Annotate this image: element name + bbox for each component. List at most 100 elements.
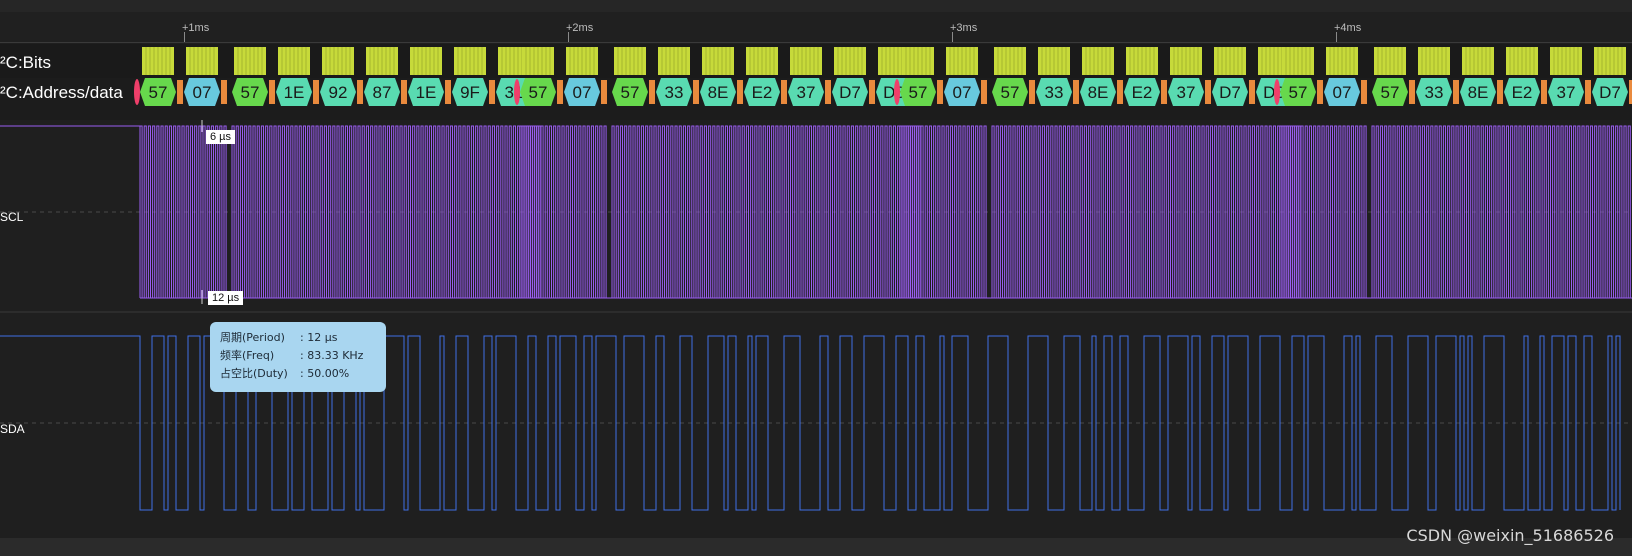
ruler-tick bbox=[1336, 32, 1337, 42]
i2c-annotation-rows[interactable]: 57 07 57 1E 92 87 1E 9F 31 57 07 57 33 8E E2 37 D7 D3 57 07… bbox=[0, 44, 1632, 120]
byte-value: D7 bbox=[839, 83, 861, 102]
byte-value: 07 bbox=[193, 83, 212, 102]
byte-segment bbox=[900, 78, 936, 106]
ack-marker bbox=[1541, 80, 1547, 104]
byte-value: 92 bbox=[329, 83, 348, 102]
byte-value: 8E bbox=[1088, 83, 1109, 102]
tooltip-period-row: 周期(Period) : 12 µs bbox=[220, 330, 337, 346]
ack-marker bbox=[1497, 80, 1503, 104]
ack-marker bbox=[1453, 80, 1459, 104]
ack-marker bbox=[401, 80, 407, 104]
byte-segment bbox=[1548, 78, 1584, 106]
byte-value: 37 bbox=[1177, 83, 1196, 102]
byte-segment bbox=[408, 78, 444, 106]
byte-value: 37 bbox=[1557, 83, 1576, 102]
byte-segment bbox=[656, 78, 692, 106]
time-ruler[interactable]: +1ms +2ms +3ms +4ms bbox=[0, 12, 1632, 43]
byte-segment bbox=[1124, 78, 1160, 106]
tooltip-freq-row: 频率(Freq) : 83.33 KHz bbox=[220, 348, 363, 364]
byte-value: 1E bbox=[284, 83, 305, 102]
top-toolbar-strip bbox=[0, 0, 1632, 12]
ack-marker bbox=[313, 80, 319, 104]
ack-marker bbox=[737, 80, 743, 104]
byte-segment bbox=[832, 78, 868, 106]
byte-segment bbox=[1212, 78, 1248, 106]
ack-marker bbox=[1029, 80, 1035, 104]
ack-marker bbox=[489, 80, 495, 104]
byte-segment bbox=[1080, 78, 1116, 106]
byte-value: E2 bbox=[1132, 83, 1153, 102]
ruler-tick bbox=[184, 32, 185, 42]
ack-marker bbox=[269, 80, 275, 104]
ack-marker bbox=[693, 80, 699, 104]
byte-segment bbox=[788, 78, 824, 106]
byte-segment bbox=[1372, 78, 1408, 106]
byte-value: 33 bbox=[1425, 83, 1444, 102]
ruler-tick bbox=[568, 32, 569, 42]
byte-segment bbox=[276, 78, 312, 106]
byte-segment bbox=[232, 78, 268, 106]
byte-segment bbox=[140, 78, 176, 106]
tooltip-duty-key: 占空比(Duty) bbox=[220, 367, 288, 380]
ack-marker bbox=[1249, 80, 1255, 104]
byte-value: 37 bbox=[797, 83, 816, 102]
byte-segment bbox=[564, 78, 600, 106]
ack-marker bbox=[825, 80, 831, 104]
measurement-tooltip: 周期(Period) : 12 µs 频率(Freq) : 83.33 KHz 占空… bbox=[210, 322, 386, 392]
tooltip-duty-row: 占空比(Duty) : 50.00% bbox=[220, 366, 349, 382]
ack-marker bbox=[1205, 80, 1211, 104]
ack-marker bbox=[1585, 80, 1591, 104]
tooltip-period-value: : 12 µs bbox=[300, 331, 338, 344]
ack-marker bbox=[1317, 80, 1323, 104]
byte-value: 9F bbox=[460, 83, 480, 102]
i2c-bits-row-label[interactable]: ²C:Bits bbox=[0, 53, 51, 72]
byte-value: 57 bbox=[1289, 83, 1308, 102]
byte-segment bbox=[1416, 78, 1452, 106]
half-period-measurement: 6 µs bbox=[206, 130, 236, 144]
ack-marker bbox=[601, 80, 607, 104]
tooltip-freq-value: : 83.33 KHz bbox=[300, 349, 364, 362]
ack-marker bbox=[1161, 80, 1167, 104]
ruler-label-1ms: +1ms bbox=[182, 22, 210, 34]
ruler-label-3ms: +3ms bbox=[950, 22, 978, 34]
ack-marker bbox=[1629, 80, 1632, 104]
byte-value: E2 bbox=[752, 83, 773, 102]
byte-segment bbox=[320, 78, 356, 106]
byte-value: 57 bbox=[529, 83, 548, 102]
byte-segment bbox=[184, 78, 220, 106]
ack-marker bbox=[1361, 80, 1367, 104]
i2c-address-data-row-label[interactable]: ²C:Address/data bbox=[0, 83, 123, 102]
ack-marker bbox=[781, 80, 787, 104]
byte-value: 57 bbox=[241, 83, 260, 102]
byte-segment bbox=[1036, 78, 1072, 106]
bottom-scroll-bar[interactable] bbox=[0, 538, 1632, 556]
start-condition-marker bbox=[134, 79, 140, 105]
byte-value: 87 bbox=[373, 83, 392, 102]
ack-marker bbox=[937, 80, 943, 104]
byte-value: D7 bbox=[1219, 83, 1241, 102]
byte-value: 57 bbox=[621, 83, 640, 102]
sda-channel-label[interactable]: SDA bbox=[0, 422, 25, 436]
byte-value: 07 bbox=[953, 83, 972, 102]
byte-segment bbox=[364, 78, 400, 106]
byte-value: 57 bbox=[1381, 83, 1400, 102]
byte-segment bbox=[1460, 78, 1496, 106]
byte-segment bbox=[520, 78, 556, 106]
tooltip-period-key: 周期(Period) bbox=[220, 331, 285, 344]
tooltip-duty-value: : 50.00% bbox=[300, 367, 350, 380]
ack-marker bbox=[869, 80, 875, 104]
byte-segment bbox=[744, 78, 780, 106]
scl-signal bbox=[139, 125, 1631, 298]
byte-value: E2 bbox=[1512, 83, 1533, 102]
tooltip-freq-key: 频率(Freq) bbox=[220, 349, 275, 362]
byte-segment bbox=[944, 78, 980, 106]
ack-marker bbox=[221, 80, 227, 104]
ack-marker bbox=[177, 80, 183, 104]
byte-value: 33 bbox=[665, 83, 684, 102]
byte-segment bbox=[1592, 78, 1628, 106]
byte-segment bbox=[1324, 78, 1360, 106]
ack-marker bbox=[981, 80, 987, 104]
scl-channel-label[interactable]: SCL bbox=[0, 210, 24, 224]
byte-value: 57 bbox=[1001, 83, 1020, 102]
byte-value: 1E bbox=[416, 83, 437, 102]
